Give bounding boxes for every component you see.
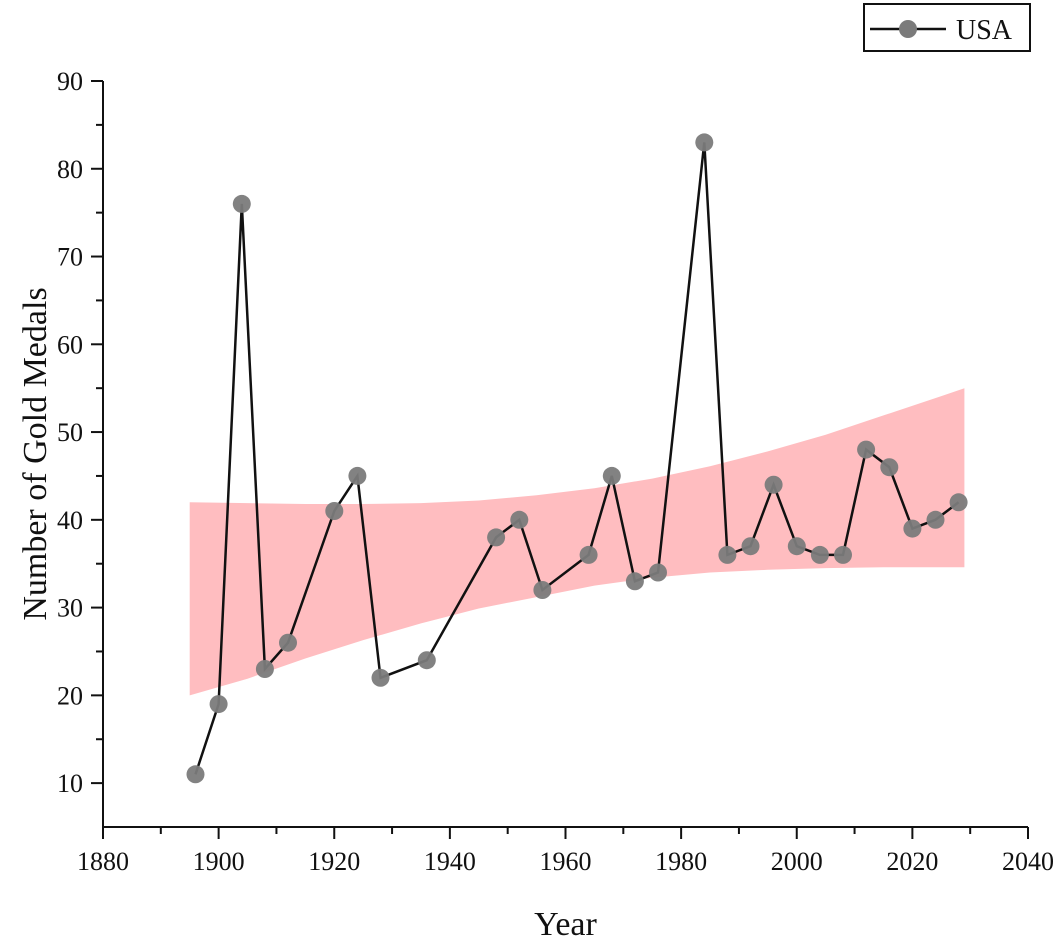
y-tick-label: 60 <box>57 330 83 359</box>
data-point-usa <box>810 545 829 564</box>
data-point-usa <box>903 519 922 538</box>
legend: USA <box>863 3 1031 52</box>
data-point-usa <box>880 458 899 477</box>
data-point-usa <box>625 572 644 591</box>
confidence-band-layer <box>189 388 965 696</box>
legend-box <box>863 3 1031 52</box>
data-point-usa <box>186 765 205 784</box>
data-point-usa <box>718 545 737 564</box>
data-point-usa <box>487 528 506 547</box>
data-point-usa <box>533 581 552 599</box>
y-tick-label: 20 <box>57 681 83 710</box>
data-point-usa <box>649 563 667 582</box>
legend-marker-swatch <box>899 20 917 38</box>
data-point-usa <box>764 475 783 494</box>
data-point-usa <box>787 537 806 556</box>
x-tick-label: 2040 <box>1002 847 1054 876</box>
data-point-usa <box>579 545 598 564</box>
y-tick-label: 50 <box>57 418 83 447</box>
data-point-usa <box>949 493 968 512</box>
x-axis-title: Year <box>534 906 597 943</box>
data-point-usa <box>417 651 436 670</box>
x-tick-label: 1920 <box>308 847 360 876</box>
series-line-usa <box>194 142 960 775</box>
data-point-usa <box>348 466 367 485</box>
confidence-band <box>189 388 965 696</box>
data-point-usa <box>371 668 390 687</box>
data-point-usa <box>279 633 297 652</box>
data-point-usa <box>232 194 251 213</box>
x-tick-label: 2000 <box>771 847 823 876</box>
x-tick-label: 1880 <box>77 847 129 876</box>
data-point-usa <box>834 545 852 564</box>
y-tick-label: 80 <box>57 155 83 184</box>
data-point-usa <box>602 466 621 485</box>
y-tick-label: 40 <box>57 506 83 535</box>
data-point-usa <box>209 695 228 714</box>
x-tick-label: 1980 <box>655 847 707 876</box>
x-tick-label: 2020 <box>886 847 938 876</box>
x-tick-label: 1960 <box>540 847 592 876</box>
y-tick-label: 70 <box>57 243 83 272</box>
y-tick-label: 90 <box>57 67 83 96</box>
y-tick-label: 10 <box>57 769 83 798</box>
data-point-usa <box>695 133 714 152</box>
series-layer <box>186 133 968 784</box>
data-point-usa <box>510 510 529 529</box>
y-tick-label: 30 <box>57 594 83 623</box>
data-point-usa <box>926 510 945 529</box>
legend-label-usa: USA <box>956 15 1013 46</box>
data-point-usa <box>857 440 876 459</box>
y-axis-title: Number of Gold Medals <box>17 287 54 620</box>
data-point-usa <box>741 537 760 556</box>
axes-layer: 1880 1900 1920 1940 1960 1980 2000 2020 20401020… <box>57 67 1054 876</box>
data-point-usa <box>255 660 274 678</box>
x-tick-label: 1940 <box>424 847 476 876</box>
data-point-usa <box>325 502 344 520</box>
x-tick-label: 1900 <box>193 847 245 876</box>
